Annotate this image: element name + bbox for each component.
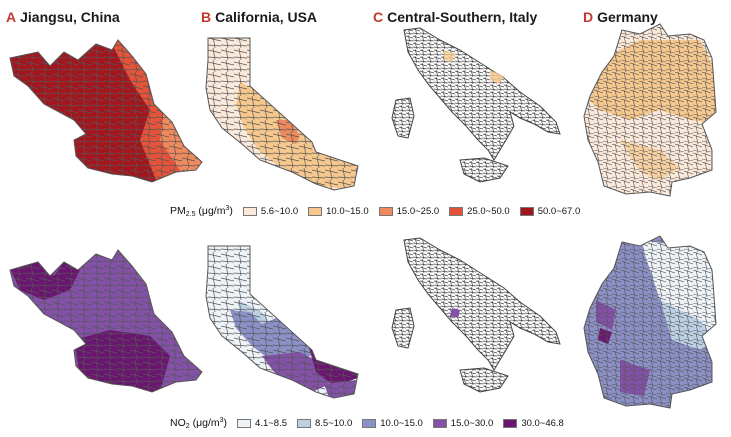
- pm25-legend-label: 50.0~67.0: [537, 206, 581, 217]
- no2-legend-item: 4.1~8.5: [237, 418, 287, 429]
- no2-legend-item: 30.0~46.8: [503, 418, 564, 429]
- map-jiangsu-pm25: [9, 39, 203, 183]
- no2-legend-label: 8.5~10.0: [315, 418, 353, 429]
- no2-legend-item: 8.5~10.0: [297, 418, 352, 429]
- panel-title-jiangsu: A Jiangsu, China: [6, 9, 120, 25]
- pm25-legend-label: 15.0~25.0: [396, 206, 440, 217]
- pm25-legend-label: 10.0~15.0: [326, 206, 369, 217]
- no2-legend-title: NO2 (μg/m3): [170, 417, 228, 430]
- map-germany-pm25: [583, 23, 717, 197]
- no2-legend-swatch: [362, 419, 377, 428]
- map-germany-no2: [583, 235, 717, 409]
- pm25-legend-title: PM2.5 (μg/m3): [170, 205, 233, 218]
- pm25-legend-swatch: [378, 207, 393, 216]
- no2-legend-label: 10.0~15.0: [380, 418, 423, 429]
- map-california-pm25: [205, 37, 359, 191]
- pm25-legend-item: 25.0~50.0: [449, 206, 510, 217]
- map-jiangsu-no2: [9, 249, 203, 393]
- pm25-legend-item: 15.0~25.0: [378, 206, 440, 217]
- pm25-legend-item: 10.0~15.0: [308, 206, 369, 217]
- map-italy-no2: [391, 237, 561, 393]
- no2-legend-label: 4.1~8.5: [255, 418, 287, 429]
- no2-legend-item: 15.0~30.0: [432, 418, 494, 429]
- no2-legend-label: 30.0~46.8: [521, 418, 564, 429]
- no2-legend-label: 15.0~30.0: [450, 418, 494, 429]
- map-italy-pm25: [391, 27, 561, 183]
- panel-title-germany: D Germany: [583, 9, 658, 25]
- pm25-legend-swatch: [242, 207, 257, 216]
- pm25-legend-swatch: [519, 207, 534, 216]
- panel-title-italy: C Central-Southern, Italy: [373, 9, 538, 25]
- no2-legend-item: 10.0~15.0: [362, 418, 423, 429]
- panel-title-california: B California, USA: [201, 9, 318, 25]
- pm25-legend-item: 5.6~10.0: [242, 206, 299, 217]
- pm25-legend-swatch: [449, 207, 464, 216]
- pm25-legend-item: 50.0~67.0: [519, 206, 581, 217]
- pm25-legend-swatch: [308, 207, 323, 216]
- map-california-no2: [205, 245, 359, 399]
- no2-legend-swatch: [297, 419, 311, 428]
- pm25-legend-label: 25.0~50.0: [467, 206, 510, 217]
- no2-legend: NO2 (μg/m3) 4.1~8.5 8.5~10.0 10.0~15.0 15.0…: [170, 417, 574, 430]
- pm25-legend: PM2.5 (μg/m3) 5.6~10.0 10.0~15.0 15.0~25.0…: [170, 205, 590, 218]
- no2-legend-swatch: [432, 419, 447, 428]
- no2-legend-swatch: [503, 419, 518, 428]
- pm25-legend-label: 5.6~10.0: [260, 206, 299, 217]
- no2-legend-swatch: [237, 419, 252, 428]
